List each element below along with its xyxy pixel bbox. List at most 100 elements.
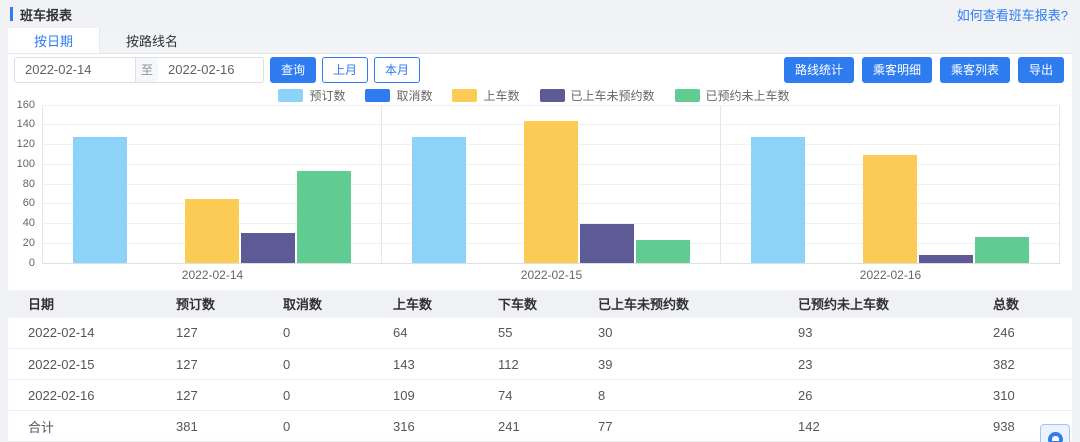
- bar-上车数: [863, 154, 917, 263]
- legend-label: 已上车未预约数: [570, 88, 655, 103]
- y-tick-label: 140: [16, 118, 35, 131]
- legend-swatch: [278, 88, 304, 102]
- legend-label: 取消数: [396, 88, 433, 103]
- table-cell: 246: [973, 317, 1072, 349]
- table-body: 2022-02-14 127 0 64 55 30 93 246 2022-02-15 127 0 1…: [8, 317, 1072, 442]
- table-cell: 74: [478, 379, 578, 411]
- plot-row: 0 20 40 60 80 100 120 140 160: [8, 99, 1060, 268]
- bar-已上车未预约数: [241, 232, 295, 263]
- x-axis-label: 2022-02-16: [859, 267, 922, 282]
- table-cell: 8: [578, 379, 778, 411]
- chart-legend: 预订数 取消数 上车数 已上车未预约数 已预约未上车数: [8, 88, 1060, 103]
- title-accent-bar: [10, 7, 13, 21]
- legend-label: 预订数: [309, 88, 346, 103]
- table-cell: 26: [778, 379, 973, 411]
- table-row: 2022-02-15 127 0 143 112 39 23 382: [8, 348, 1072, 380]
- table-cell: 55: [478, 317, 578, 349]
- export-button[interactable]: 导出: [1017, 56, 1064, 83]
- table-cell: 142: [778, 410, 973, 442]
- table-row: 2022-02-16 127 0 109 74 8 26 310: [8, 379, 1072, 411]
- table-cell: 93: [778, 317, 973, 349]
- column-header: 已预约未上车数: [778, 289, 973, 318]
- y-tick-label: 40: [22, 217, 35, 229]
- table-cell: 77: [578, 410, 778, 442]
- bar-预订数: [73, 137, 127, 263]
- y-tick-label: 160: [16, 98, 35, 111]
- prev-month-button[interactable]: 上月: [322, 56, 369, 83]
- y-tick-label: 80: [22, 177, 35, 190]
- y-tick-label: 0: [28, 256, 35, 269]
- query-button[interactable]: 查询: [270, 56, 317, 83]
- column-header: 下车数: [478, 289, 578, 318]
- bar-预订数: [412, 137, 466, 263]
- table-cell: 382: [973, 348, 1072, 380]
- passenger-detail-button[interactable]: 乘客明细: [861, 56, 932, 83]
- tab-bar: 按日期 按路线名: [8, 28, 1072, 55]
- table-total-row: 合计 381 0 316 241 77 142 938: [8, 410, 1072, 442]
- table-cell: 316: [373, 410, 478, 442]
- report-table: 日期 预订数 取消数 上车数 下车数 已上车未预约数 已预约未上车数 总数 2022-02-1…: [8, 289, 1072, 442]
- customer-service-icon: [1047, 431, 1063, 442]
- y-tick-label: 60: [22, 197, 35, 210]
- table-row: 2022-02-14 127 0 64 55 30 93 246: [8, 317, 1072, 349]
- bar-已预约未上车数: [975, 236, 1029, 263]
- table-cell: 39: [578, 348, 778, 380]
- legend-label: 上车数: [483, 88, 520, 103]
- help-float-button[interactable]: [1040, 424, 1070, 442]
- gridline: [43, 104, 1060, 106]
- tab-by-route[interactable]: 按路线名: [126, 34, 179, 50]
- column-header: 已上车未预约数: [578, 289, 778, 318]
- column-header: 日期: [8, 289, 156, 318]
- legend-item: 已上车未预约数: [539, 87, 655, 104]
- y-tick-label: 100: [16, 157, 35, 170]
- table-header-row: 日期 预订数 取消数 上车数 下车数 已上车未预约数 已预约未上车数 总数: [8, 289, 1072, 318]
- legend-item: 已预约未上车数: [674, 87, 790, 104]
- table-cell: 64: [373, 317, 478, 349]
- toolbar-actions: 路线统计 乘客明细 乘客列表 导出: [776, 56, 1064, 83]
- y-tick-label: 20: [22, 236, 35, 249]
- legend-swatch: [539, 88, 565, 102]
- title-wrap: 班车报表: [10, 5, 72, 24]
- passenger-list-button[interactable]: 乘客列表: [939, 56, 1010, 83]
- table-cell: 2022-02-15: [8, 348, 156, 380]
- table-cell: 310: [973, 379, 1072, 411]
- plot-area: [42, 104, 1060, 264]
- legend-swatch: [365, 88, 391, 102]
- table-cell: 127: [156, 348, 263, 380]
- table-cell: 0: [263, 410, 373, 442]
- bar-已预约未上车数: [297, 170, 351, 263]
- this-month-button[interactable]: 本月: [374, 56, 421, 83]
- legend-swatch: [674, 88, 700, 102]
- bar-group: [721, 105, 1060, 263]
- table-cell: 109: [373, 379, 478, 411]
- bar-已上车未预约数: [580, 224, 634, 263]
- bar-groups: [43, 105, 1060, 263]
- table-cell: 127: [156, 317, 263, 349]
- tab-by-date[interactable]: 按日期: [8, 28, 101, 54]
- legend-item: 取消数: [365, 87, 432, 104]
- bar-group: [382, 105, 721, 263]
- help-link[interactable]: 如何查看班车报表?: [956, 7, 1068, 23]
- column-header: 总数: [973, 289, 1072, 318]
- legend-swatch: [452, 88, 478, 102]
- date-from-input[interactable]: [14, 56, 136, 83]
- table-cell: 2022-02-14: [8, 317, 156, 349]
- top-bar: 班车报表 如何查看班车报表?: [0, 0, 1080, 28]
- table-cell: 23: [778, 348, 973, 380]
- date-separator: 至: [136, 56, 158, 83]
- table-cell: 381: [156, 410, 263, 442]
- x-axis-label: 2022-02-14: [181, 267, 244, 282]
- bar-预订数: [751, 137, 805, 263]
- date-to-input[interactable]: [158, 56, 264, 83]
- route-stats-button[interactable]: 路线统计: [783, 56, 854, 83]
- table-cell: 0: [263, 348, 373, 380]
- table-cell: 127: [156, 379, 263, 411]
- column-header: 预订数: [156, 289, 263, 318]
- page-title: 班车报表: [20, 7, 73, 23]
- table-cell: 0: [263, 379, 373, 411]
- legend-label: 已预约未上车数: [705, 88, 790, 103]
- bar-group: [43, 105, 382, 263]
- table-cell: 合计: [8, 410, 156, 442]
